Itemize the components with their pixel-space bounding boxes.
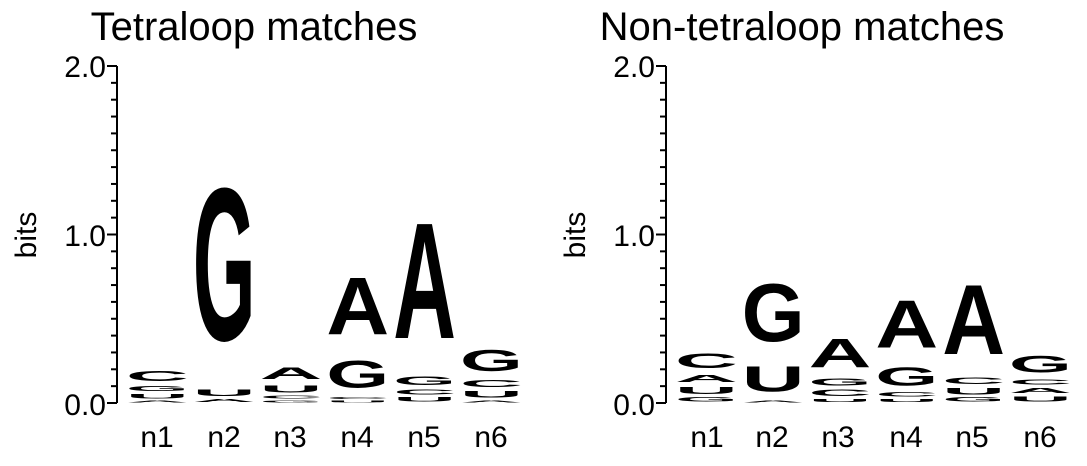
x-tick-label: n3 xyxy=(273,421,306,454)
x-tick-label: n3 xyxy=(821,421,854,454)
y-tick-label: 2.0 xyxy=(613,51,655,84)
logo-letter-g: G xyxy=(326,353,389,396)
logo-letter-u: U xyxy=(460,390,523,400)
logo-letter-c: C xyxy=(809,388,872,398)
panel-non-tetraloop: Non-tetraloop matches bits 2.0 1.0 0.0 n… xyxy=(559,5,1072,454)
logo-letter-g: G xyxy=(675,396,738,403)
x-tick-label: n1 xyxy=(140,421,173,454)
logo-letter-g: G xyxy=(1009,351,1072,378)
x-tick-label: n2 xyxy=(755,421,788,454)
y-tick-label: 0.0 xyxy=(64,389,106,422)
y-axis-label: bits xyxy=(559,212,592,259)
y-axis-label: bits xyxy=(10,212,43,259)
logo-letter-c: C xyxy=(260,395,323,400)
logo-letter-g: G xyxy=(875,363,938,392)
logo-letter-a: A xyxy=(126,400,189,403)
logo-letter-a: A xyxy=(326,261,389,352)
logo-letter-g: G xyxy=(460,344,523,378)
logo-letter-g: G xyxy=(942,396,1005,403)
y-tick-label: 2.0 xyxy=(64,51,106,84)
logo-letter-g: G xyxy=(809,376,872,388)
logo-letter-a: A xyxy=(193,398,256,403)
x-tick-label: n4 xyxy=(340,421,373,454)
logo-letter-c: C xyxy=(675,349,738,372)
logo-letter-g: G xyxy=(126,385,189,393)
logo-letter-u: U xyxy=(675,385,738,397)
logo-letter-u: U xyxy=(260,383,323,395)
logo-letter-c: C xyxy=(326,396,389,399)
logo-letter-u: U xyxy=(193,388,256,398)
logo-letter-u: U xyxy=(875,398,938,403)
logo-letter-a: A xyxy=(875,286,938,362)
logo-letter-g: G xyxy=(742,267,805,359)
logo-letter-g: G xyxy=(193,142,256,386)
logo-letter-g: G xyxy=(260,400,323,403)
x-tick-label: n6 xyxy=(474,421,507,454)
y-tick-label: 0.0 xyxy=(613,389,655,422)
y-tick-label: 1.0 xyxy=(613,220,655,253)
x-tick-label: n1 xyxy=(690,421,723,454)
logo-letter-c: C xyxy=(1009,378,1072,386)
logo-letter-c: C xyxy=(126,368,189,385)
logo-letter-u: U xyxy=(809,398,872,403)
logo-letter-u: U xyxy=(942,386,1005,396)
logo-letter-a: A xyxy=(1009,386,1072,394)
logo-letter-u: U xyxy=(326,400,389,403)
logo-letter-a: A xyxy=(942,265,1005,376)
y-tick-label: 1.0 xyxy=(64,220,106,253)
x-tick-label: n2 xyxy=(207,421,240,454)
logo-letter-a: A xyxy=(393,189,456,374)
logo-letter-a: A xyxy=(809,331,872,376)
logo-letter-a: A xyxy=(675,373,738,385)
x-tick-label: n5 xyxy=(955,421,988,454)
logo-letter-a: A xyxy=(260,364,323,383)
logo-letter-c: C xyxy=(875,391,938,398)
logo-letter-c: C xyxy=(460,378,523,390)
x-tick-label: n6 xyxy=(1023,421,1056,454)
logo-letter-a: A xyxy=(460,400,523,403)
logo-letter-u: U xyxy=(126,393,189,400)
logo-letter-c: C xyxy=(942,376,1005,386)
logo-letter-u: U xyxy=(742,360,805,400)
panel-tetraloop: Tetraloop matches bits 2.0 1.0 0.0 n1 n2… xyxy=(10,5,523,454)
logo-letter-g: G xyxy=(393,375,456,388)
x-tick-label: n5 xyxy=(407,421,440,454)
logo-letter-u: U xyxy=(1009,395,1072,403)
logo-letter-a: A xyxy=(742,400,805,403)
chart-title: Tetraloop matches xyxy=(91,5,418,49)
logo-letter-u: U xyxy=(393,396,456,403)
logo-letter-c: C xyxy=(393,388,456,396)
x-tick-label: n4 xyxy=(889,421,922,454)
chart-title: Non-tetraloop matches xyxy=(600,5,1005,49)
